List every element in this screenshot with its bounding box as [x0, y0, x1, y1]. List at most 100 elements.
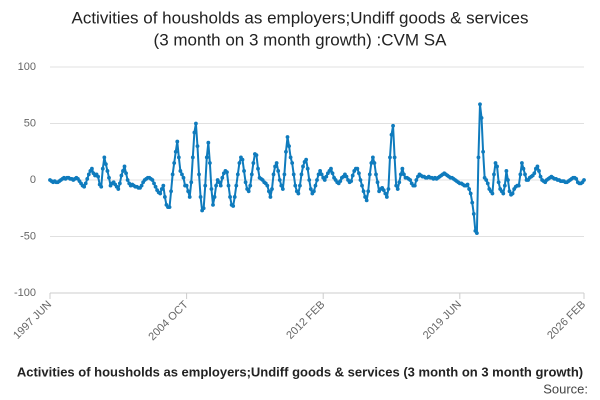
data-point	[369, 161, 374, 165]
data-point	[523, 172, 527, 177]
data-point	[478, 102, 482, 107]
data-point	[206, 140, 211, 145]
data-point	[125, 178, 130, 182]
data-point	[116, 187, 121, 191]
chart-title: Activities of housholds as employers;Und…	[71, 8, 528, 27]
y-tick-label: -100	[14, 287, 36, 299]
data-point	[290, 161, 295, 165]
y-tick-label: 100	[18, 61, 36, 73]
data-point	[271, 172, 276, 177]
data-point	[288, 155, 293, 160]
data-point	[374, 172, 378, 177]
data-point	[582, 178, 586, 182]
data-point	[194, 121, 198, 126]
data-point	[103, 162, 108, 167]
data-point	[504, 169, 509, 173]
data-point	[468, 191, 473, 196]
data-point	[158, 191, 163, 196]
data-point	[506, 178, 510, 182]
data-point	[100, 166, 105, 171]
data-point	[139, 183, 144, 188]
data-point	[313, 183, 318, 188]
data-point	[214, 183, 218, 188]
data-point	[153, 184, 158, 189]
data-point	[493, 161, 498, 165]
data-point	[240, 157, 245, 162]
data-point	[235, 172, 240, 177]
data-point	[279, 183, 284, 188]
data-point	[391, 123, 395, 128]
data-point	[231, 204, 236, 208]
data-point	[408, 178, 413, 182]
data-point	[189, 180, 194, 185]
data-point	[400, 166, 405, 171]
data-point	[386, 187, 391, 191]
data-point	[537, 169, 541, 173]
data-point	[107, 175, 111, 180]
data-point	[470, 200, 475, 205]
data-point	[535, 164, 540, 169]
data-point	[398, 172, 403, 177]
data-point	[167, 205, 172, 210]
data-point	[201, 206, 206, 211]
data-point	[181, 175, 186, 180]
data-point	[291, 172, 296, 177]
x-tick-label: 1997 JUN	[11, 299, 54, 342]
data-point	[402, 172, 406, 177]
data-point	[465, 182, 470, 187]
data-point	[96, 174, 101, 179]
data-point	[495, 164, 499, 169]
data-point	[242, 169, 246, 173]
data-point	[350, 173, 355, 178]
data-point	[172, 161, 177, 165]
data-point	[218, 183, 223, 188]
data-point	[203, 183, 208, 188]
data-point	[184, 183, 189, 188]
y-tick-label: 50	[24, 117, 36, 129]
data-point	[175, 139, 180, 144]
data-point	[484, 178, 489, 182]
data-point	[180, 172, 184, 177]
data-point	[471, 212, 476, 216]
data-point	[192, 130, 197, 135]
data-point	[305, 166, 310, 171]
data-point	[315, 178, 319, 182]
data-point	[121, 169, 125, 173]
data-point	[190, 155, 195, 160]
data-point	[284, 149, 288, 154]
data-point	[492, 172, 496, 177]
data-point	[521, 166, 526, 171]
data-point	[349, 179, 354, 184]
data-point	[102, 155, 107, 160]
data-point	[516, 183, 521, 188]
data-point	[152, 181, 156, 186]
chart-title: (3 month on 3 month growth) :CVM SA	[154, 30, 448, 49]
data-point	[150, 178, 155, 182]
data-point	[485, 181, 490, 186]
data-point	[83, 181, 88, 186]
data-point	[360, 183, 364, 188]
data-point	[304, 157, 309, 162]
x-tick-label: 2026 FEB	[545, 299, 588, 342]
data-point	[176, 155, 181, 160]
x-tick-label: 2004 OCT	[146, 298, 191, 343]
data-point	[538, 174, 543, 179]
data-point	[246, 189, 251, 194]
data-point	[119, 173, 124, 178]
data-point	[204, 155, 209, 160]
data-point	[277, 178, 282, 182]
data-point	[161, 183, 166, 188]
data-point	[316, 172, 321, 177]
data-point	[85, 176, 90, 181]
data-point	[82, 184, 87, 189]
data-point	[293, 183, 298, 188]
data-point	[355, 166, 360, 171]
data-point	[234, 183, 239, 188]
data-point	[207, 161, 212, 165]
data-point	[243, 180, 248, 185]
data-point	[363, 195, 368, 199]
data-point	[228, 195, 232, 199]
data-point	[90, 166, 94, 171]
data-point	[389, 132, 394, 137]
data-point	[226, 183, 231, 188]
